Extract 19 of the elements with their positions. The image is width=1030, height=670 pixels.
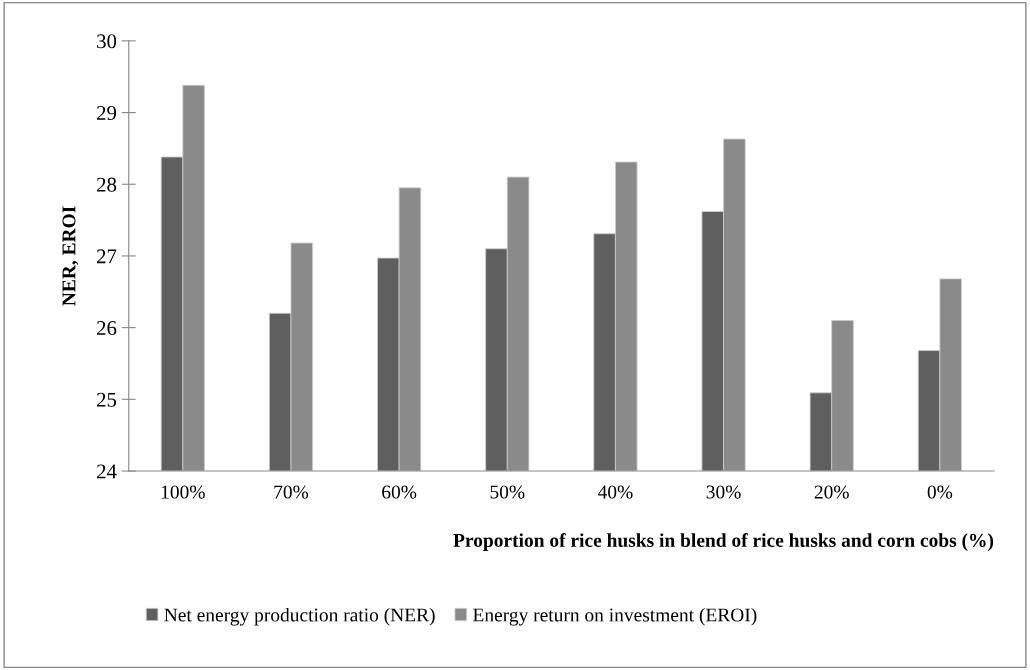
y-axis-title: NER, EROI: [62, 206, 79, 306]
legend-label: Energy return on investment (EROI): [473, 607, 757, 626]
y-tick-label: 26: [97, 321, 117, 336]
y-tick-label: 30: [97, 34, 117, 49]
legend-label: Net energy production ratio (NER): [164, 607, 435, 626]
x-tick-label: 30%: [706, 485, 741, 499]
y-tick-label: 28: [97, 177, 117, 192]
y-tick-label: 27: [97, 249, 117, 264]
y-tick-label: 25: [97, 392, 117, 407]
x-tick-label: 0%: [927, 485, 953, 499]
x-tick-label: 50%: [490, 485, 525, 499]
x-tick-label: 20%: [814, 485, 849, 499]
x-axis-title: Proportion of rice husks in blend of rice husks and corn cobs (%): [453, 533, 994, 551]
x-tick-label: 40%: [597, 485, 633, 499]
x-tick-label: 100%: [161, 485, 205, 499]
x-tick-label: 70%: [274, 485, 309, 499]
x-tick-label: 60%: [382, 485, 417, 499]
y-tick-label: 29: [97, 105, 117, 120]
y-tick-label: 24: [97, 464, 117, 479]
